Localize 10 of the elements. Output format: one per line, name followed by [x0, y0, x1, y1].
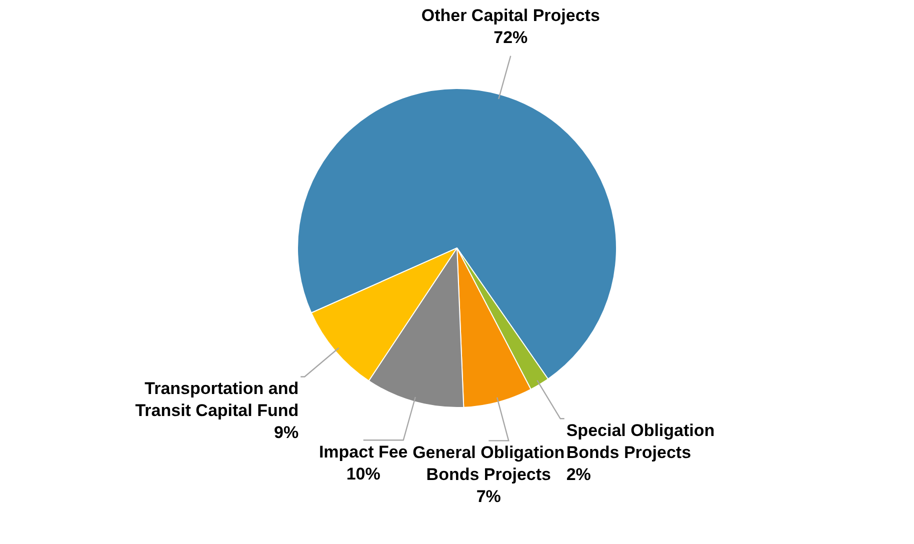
slice-label: Special Obligation Bonds Projects	[566, 420, 715, 462]
data-label: 10%	[346, 464, 380, 484]
data-label: 72%	[494, 28, 528, 48]
slice-label: Impact Fee	[318, 442, 408, 462]
slice-label: General Obligation Bonds Projects	[412, 442, 565, 484]
slice-label: Transportation and Transit Capital Fund	[135, 378, 299, 420]
slice-label: Other Capital Projects	[421, 6, 600, 26]
data-label: 7%	[476, 486, 501, 506]
data-label: 2%	[566, 464, 591, 484]
data-label: 9%	[274, 422, 299, 442]
